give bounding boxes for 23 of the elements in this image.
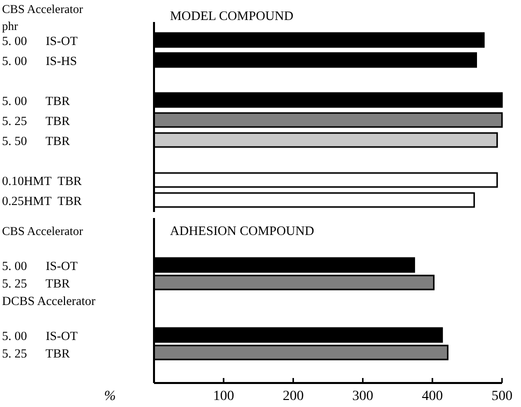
y-tick-label: 0.25HMT TBR [2,194,82,208]
y-tick-label: 5. 25 TBR [2,346,70,360]
y-tick-label: 0.10HMT TBR [2,174,82,188]
y-tick-label: 5. 00 TBR [2,94,70,108]
x-tick-label: 200 [282,389,304,404]
y-tick-label: 5. 00 IS-OT [2,34,78,48]
text: phr [2,19,18,33]
x-tick-label: 100 [213,389,234,404]
x-tick-label: 500 [492,389,512,404]
x-axis-title: % [104,389,116,404]
chart-title: ADHESION COMPOUND [170,223,314,238]
text: CBS Accelerator [2,224,83,238]
y-tick-label: 5. 25 TBR [2,114,70,128]
chart-title: MODEL COMPOUND [170,8,294,23]
y-tick-label: 5. 50 TBR [2,134,70,148]
text: CBS Accelerator [2,2,83,16]
y-tick-label: DCBS Accelerator [2,294,96,308]
y-tick-label: 5. 25 TBR [2,276,70,290]
y-tick-label: 5. 00 IS-HS [2,54,78,68]
x-tick-label: 400 [422,389,443,404]
y-tick-label: 5. 00 IS-OT [2,329,78,343]
y-tick-label: 5. 00 IS-OT [2,259,78,273]
x-tick-label: 300 [352,389,374,404]
